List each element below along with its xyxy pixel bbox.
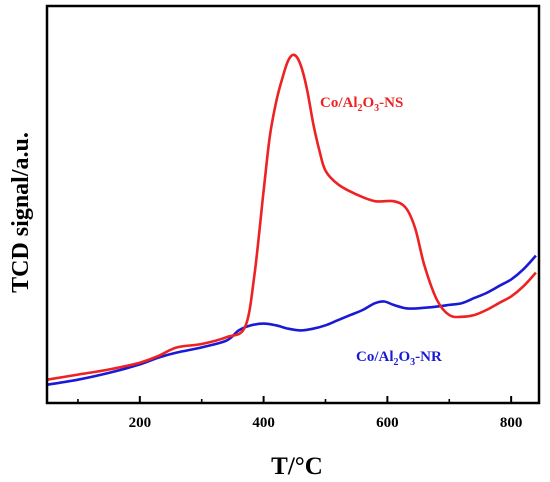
y-axis-title: TCD signal/a.u. [8,132,34,293]
series-label-nr: Co/Al2O3-NR [356,349,442,368]
series-line-ns [46,53,537,381]
series-line-nr [46,254,537,387]
x-axis-title: T/°C [271,453,323,480]
x-tick-label: 400 [252,415,275,431]
series-label-ns: Co/Al2O3-NS [320,95,403,114]
x-tick-label: 800 [500,415,523,431]
x-tick-label: 600 [376,415,399,431]
series-layer [46,53,537,387]
tick-layer: 200 400 600 800 [77,396,523,431]
x-tick-label: 200 [129,415,152,431]
plot-frame [45,4,541,405]
series-label-layer: Co/Al2O3-NS Co/Al2O3-NR [320,95,442,368]
